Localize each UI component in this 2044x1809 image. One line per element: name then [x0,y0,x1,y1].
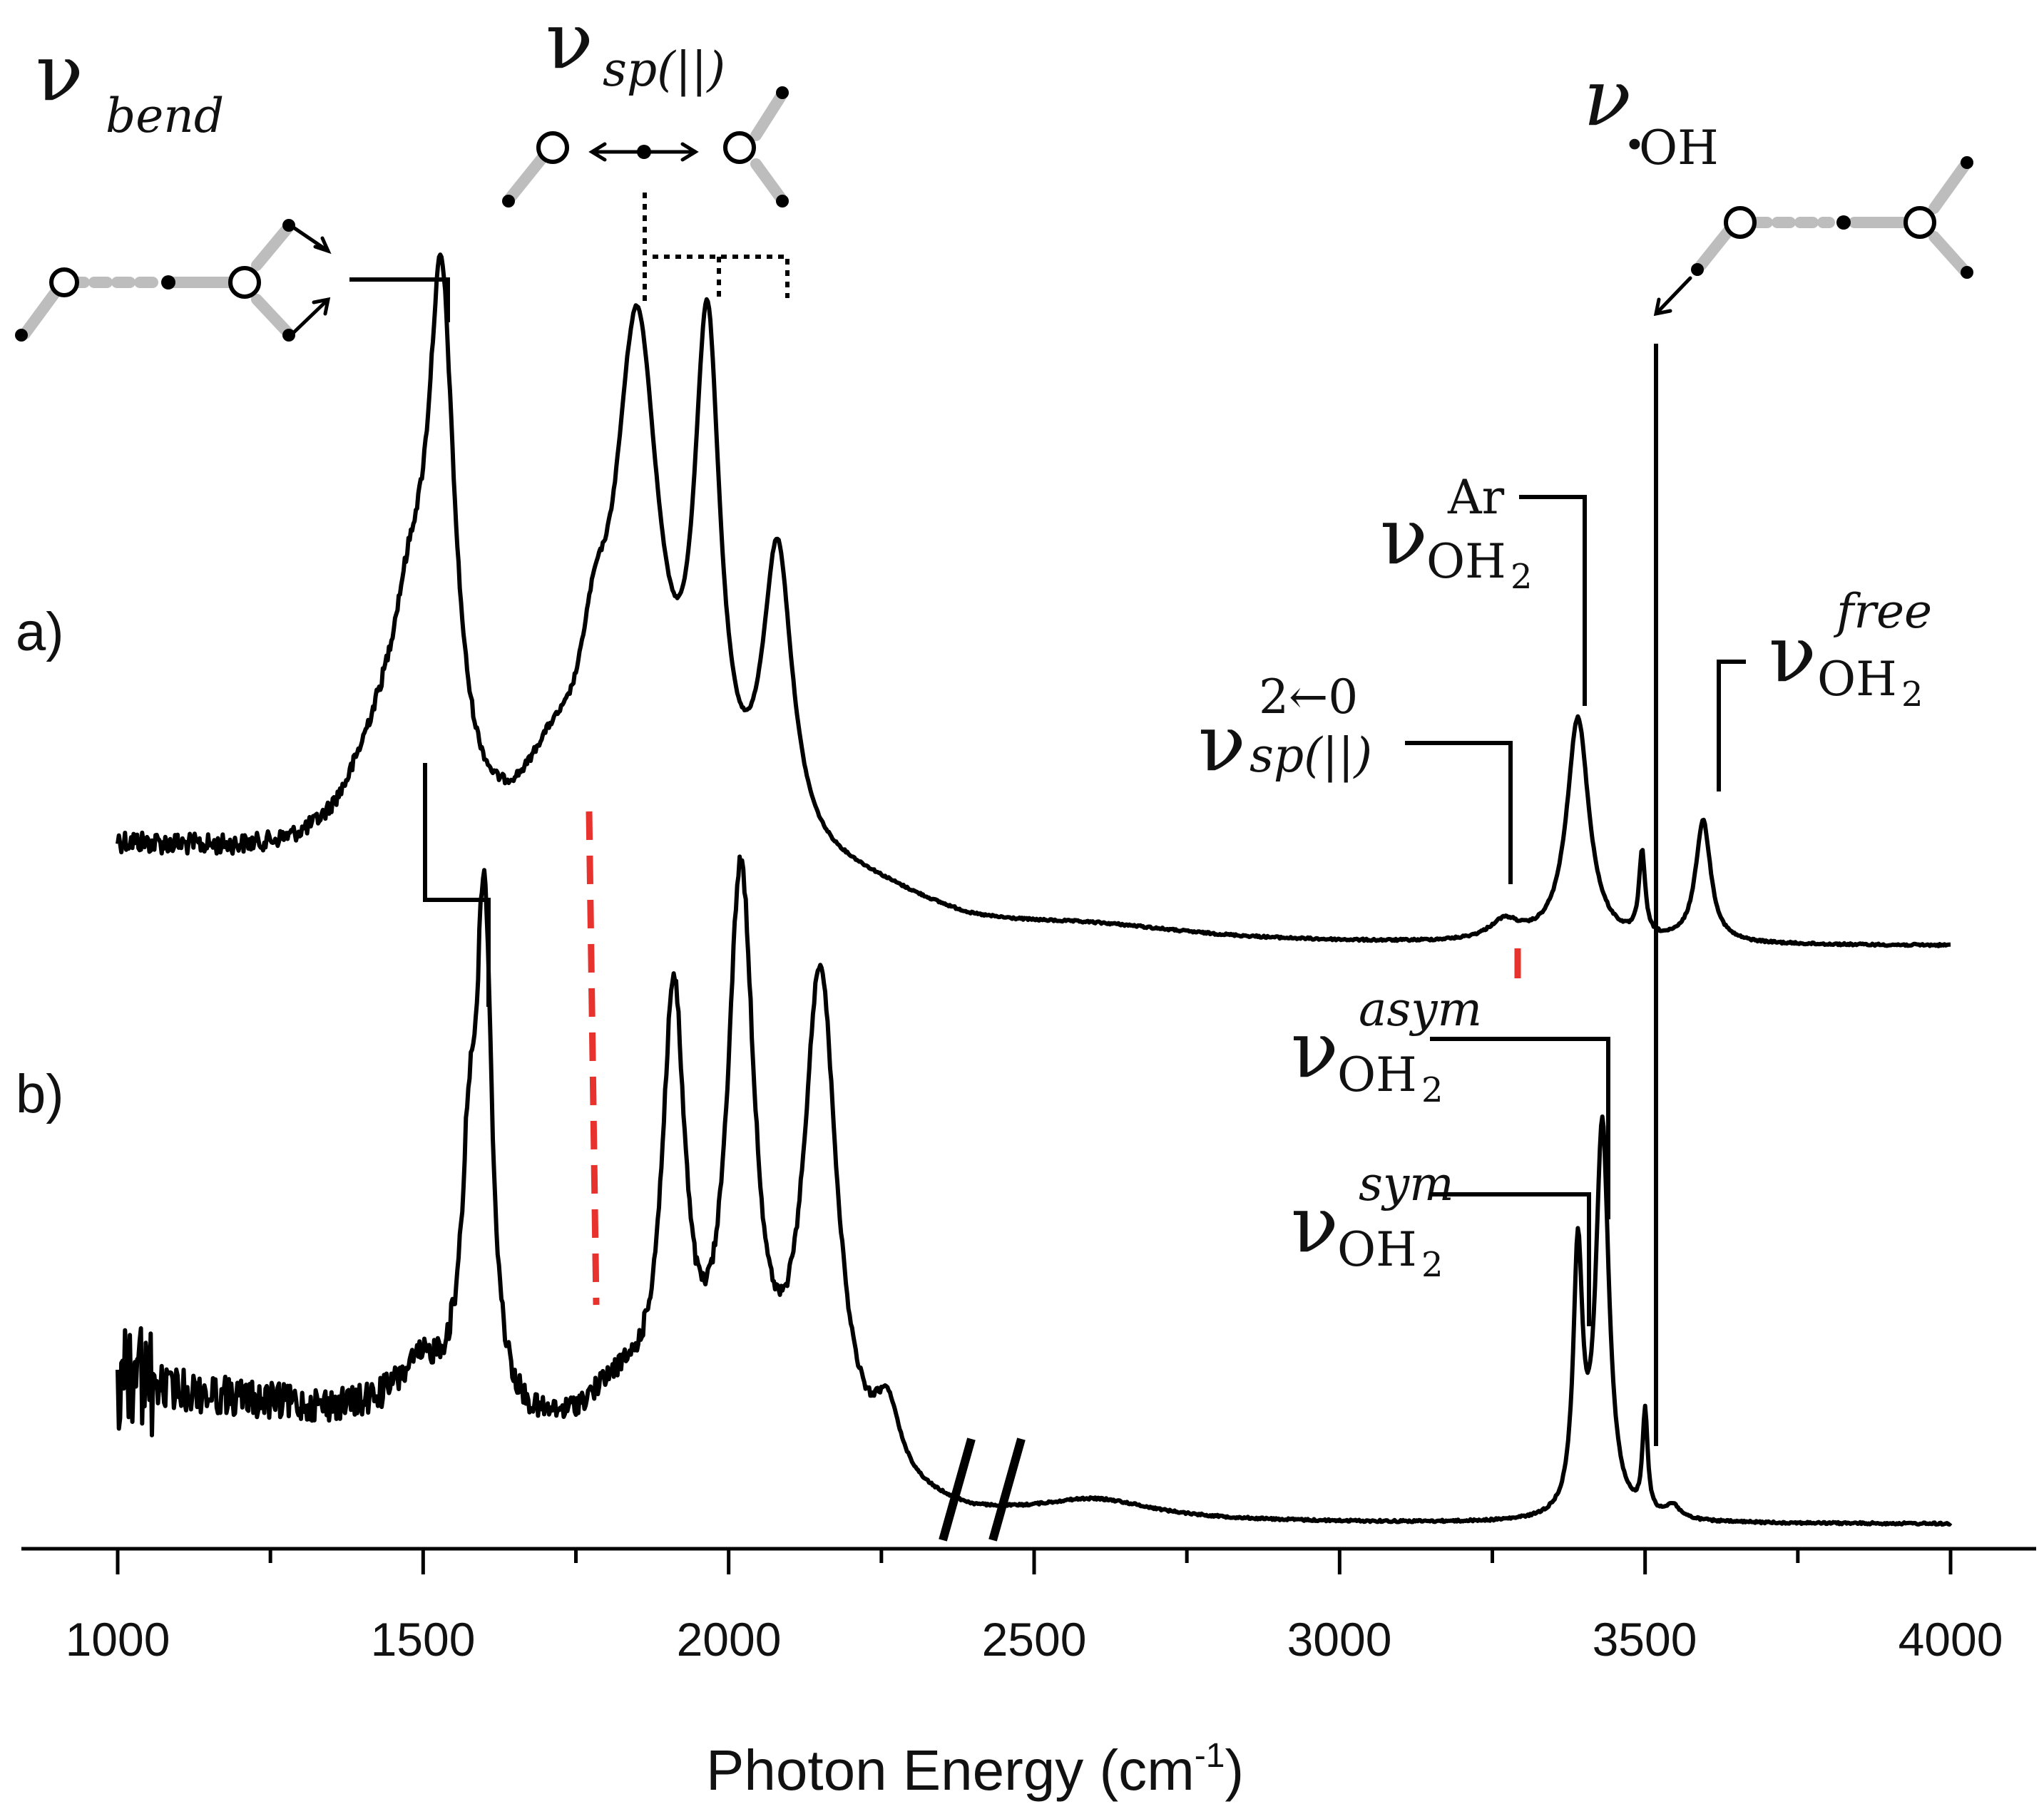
panel-a-label: a) [16,602,64,662]
svg-text:2: 2 [1421,1070,1443,1110]
x-tick-label: 2500 [982,1613,1087,1666]
svg-text:2: 2 [1511,557,1533,597]
svg-text:2←0: 2←0 [1259,670,1358,724]
x-tick-label: 4000 [1899,1613,2003,1666]
svg-text:sp(||): sp(||) [1250,728,1372,783]
spectrum-trace-b [116,854,1953,1527]
svg-text:ν: ν [1291,1179,1339,1270]
svg-text:ν: ν [36,27,83,118]
svg-text:OH: OH [1426,534,1506,589]
svg-text:asym: asym [1359,982,1482,1037]
x-tick-label: 1000 [66,1613,170,1666]
bend-label: ν bend [36,27,224,143]
svg-text:ν: ν [1291,1004,1339,1095]
x-tick-label: 2000 [677,1613,782,1666]
bend-mode-molecule-icon [15,219,332,342]
ar-leader [1519,495,1587,706]
svg-text:free: free [1833,584,1932,639]
svg-text:sp(||): sp(||) [603,42,725,97]
asym-leader [1430,1037,1610,1219]
svg-text:·: · [1625,111,1645,178]
svg-text:2: 2 [1901,675,1923,714]
x-tick-label: 3500 [1593,1613,1697,1666]
svg-text:ν: ν [546,0,593,86]
svg-text:ν: ν [1380,491,1428,582]
spectrum-trace-a [116,252,1952,948]
red-markers [586,811,1521,1306]
svg-text:OH: OH [1337,1222,1417,1277]
x-tick-labels: 1000 1500 2000 2500 3000 3500 4000 [66,1613,2003,1666]
oh-radical-label: ν · OH [1583,52,1719,178]
sp-label: ν sp(||) [546,0,725,97]
x-axis-title-main: Photon Energy (cm [706,1738,1195,1802]
x-axis-ticks [116,1549,1953,1574]
x-tick-label: 3000 [1287,1613,1392,1666]
svg-text:ν: ν [1769,608,1816,699]
svg-text:ν: ν [1198,697,1246,789]
svg-text:OH: OH [1817,652,1897,707]
svg-text:2: 2 [1421,1245,1443,1285]
oh2-asym-label: ν asym OH 2 [1291,982,1482,1110]
sp-mode-molecule-icon [502,86,789,207]
svg-text:sym: sym [1359,1157,1454,1211]
free-leader [1717,660,1746,791]
panel-b-label: b) [16,1064,64,1124]
svg-text:ν: ν [1583,52,1631,143]
x-axis-title-sup: -1 [1195,1737,1225,1775]
overtone-label: ν 2←0 sp(||) [1198,670,1372,789]
sp-dotted-bracket [643,193,790,307]
oh-mode-molecule-icon [1653,156,1973,317]
svg-text:Ar: Ar [1447,470,1505,525]
oh2-free-label: ν free OH 2 [1769,584,1932,714]
axis-break-icon [939,1438,1026,1542]
sym-leader [1430,1192,1591,1326]
oh2-ar-label: ν Ar OH 2 [1380,470,1533,597]
svg-text:OH: OH [1639,121,1719,175]
oh2-sym-label: ν sym OH 2 [1291,1157,1454,1285]
x-tick-label: 1500 [371,1613,476,1666]
x-axis-title-close: ) [1225,1738,1244,1802]
x-axis-title: Photon Energy (cm-1) [706,1737,1244,1802]
svg-text:bend: bend [106,88,224,143]
leader-lines [349,277,1746,1446]
svg-text:OH: OH [1337,1047,1417,1102]
overtone-leader [1405,741,1513,884]
